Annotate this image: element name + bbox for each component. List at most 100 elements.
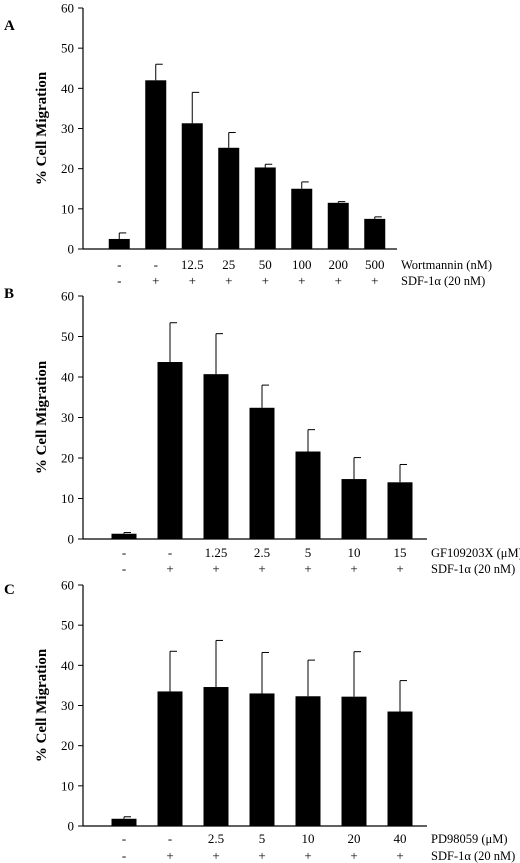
bar [295, 451, 321, 539]
category-label: 5 [259, 831, 266, 846]
category-label: - [154, 257, 158, 272]
sdf-indicator: + [189, 273, 196, 288]
category-label: - [168, 545, 172, 560]
panel-letter: A [4, 18, 15, 34]
bar [108, 238, 130, 249]
treatment-label: PD98059 (μM) [431, 832, 508, 846]
sdf-indicator: + [350, 848, 357, 863]
bar [364, 218, 386, 249]
sdf-indicator: + [166, 848, 173, 863]
bar [111, 533, 137, 539]
sdf-indicator: + [350, 561, 357, 576]
category-label: 20 [348, 831, 361, 846]
y-tick-label: 40 [61, 370, 74, 385]
y-tick-label: 30 [61, 698, 74, 713]
y-tick-label: 20 [61, 161, 74, 176]
category-label: - [117, 257, 121, 272]
bar [181, 123, 203, 249]
bar [387, 482, 413, 539]
category-label: 25 [222, 257, 235, 272]
category-label: - [122, 545, 126, 560]
sdf-indicator: + [304, 848, 311, 863]
sdf-indicator: + [371, 273, 378, 288]
category-label: - [122, 831, 126, 846]
y-tick-label: 20 [61, 738, 74, 753]
bar [327, 202, 349, 249]
y-tick-label: 0 [68, 819, 75, 834]
y-axis-label: % Cell Migration [34, 648, 50, 762]
sdf-indicator: + [262, 273, 269, 288]
sdf-indicator: - [122, 848, 126, 863]
bar [249, 693, 275, 826]
y-tick-label: 60 [61, 578, 74, 593]
sdf-indicator: + [258, 561, 265, 576]
sdf-indicator: + [225, 273, 232, 288]
bar [341, 479, 367, 539]
category-label: 10 [348, 545, 361, 560]
sdf-indicator: + [396, 561, 403, 576]
sdf-indicator: + [166, 561, 173, 576]
sdf-indicator: + [212, 848, 219, 863]
y-tick-label: 10 [61, 491, 74, 506]
sdf-label: SDF-1α (20 nM) [431, 562, 515, 576]
y-tick-label: 60 [61, 289, 74, 304]
sdf-indicator: + [258, 848, 265, 863]
y-tick-label: 50 [61, 41, 74, 56]
bar [218, 147, 240, 249]
bar [254, 167, 276, 249]
sdf-label: SDF-1α (20 nM) [401, 274, 485, 288]
category-label: 40 [394, 831, 407, 846]
sdf-indicator: + [298, 273, 305, 288]
y-tick-label: 50 [61, 329, 74, 344]
y-tick-label: 60 [61, 1, 74, 16]
y-axis-label: % Cell Migration [34, 360, 50, 474]
bar [291, 188, 313, 249]
category-label: 1.25 [205, 545, 228, 560]
bar [295, 696, 321, 826]
bar [111, 818, 137, 826]
y-tick-label: 0 [68, 242, 75, 257]
category-label: 2.5 [254, 545, 270, 560]
sdf-indicator: + [396, 848, 403, 863]
category-label: - [168, 831, 172, 846]
y-tick-label: 20 [61, 451, 74, 466]
y-axis-label: % Cell Migration [34, 71, 50, 185]
y-tick-label: 10 [61, 201, 74, 216]
category-label: 12.5 [181, 257, 204, 272]
category-label: 2.5 [208, 831, 224, 846]
bar [203, 374, 229, 539]
y-tick-label: 30 [61, 410, 74, 425]
category-label: 10 [302, 831, 315, 846]
y-tick-label: 10 [61, 778, 74, 793]
bar [203, 687, 229, 826]
sdf-indicator: + [152, 273, 159, 288]
y-tick-label: 40 [61, 81, 74, 96]
sdf-indicator: + [335, 273, 342, 288]
category-label: 200 [329, 257, 349, 272]
sdf-indicator: + [212, 561, 219, 576]
y-tick-label: 50 [61, 618, 74, 633]
treatment-label: GF109203X (μM) [431, 546, 520, 560]
sdf-label: SDF-1α (20 nM) [431, 849, 515, 863]
y-tick-label: 30 [61, 121, 74, 136]
bar [157, 362, 183, 539]
y-tick-label: 0 [68, 532, 75, 547]
sdf-indicator: - [122, 561, 126, 576]
y-tick-label: 40 [61, 658, 74, 673]
category-label: 500 [365, 257, 385, 272]
bar [387, 711, 413, 826]
treatment-label: Wortmannin (nM) [401, 258, 492, 272]
category-label: 50 [259, 257, 272, 272]
sdf-indicator: + [304, 561, 311, 576]
sdf-indicator: - [117, 273, 121, 288]
bar [157, 691, 183, 826]
panel-letter: B [4, 286, 14, 302]
category-label: 100 [292, 257, 312, 272]
bar [249, 407, 275, 539]
panel-letter: C [4, 582, 15, 598]
category-label: 5 [305, 545, 312, 560]
category-label: 15 [394, 545, 407, 560]
bar [145, 80, 167, 249]
bar [341, 696, 367, 826]
